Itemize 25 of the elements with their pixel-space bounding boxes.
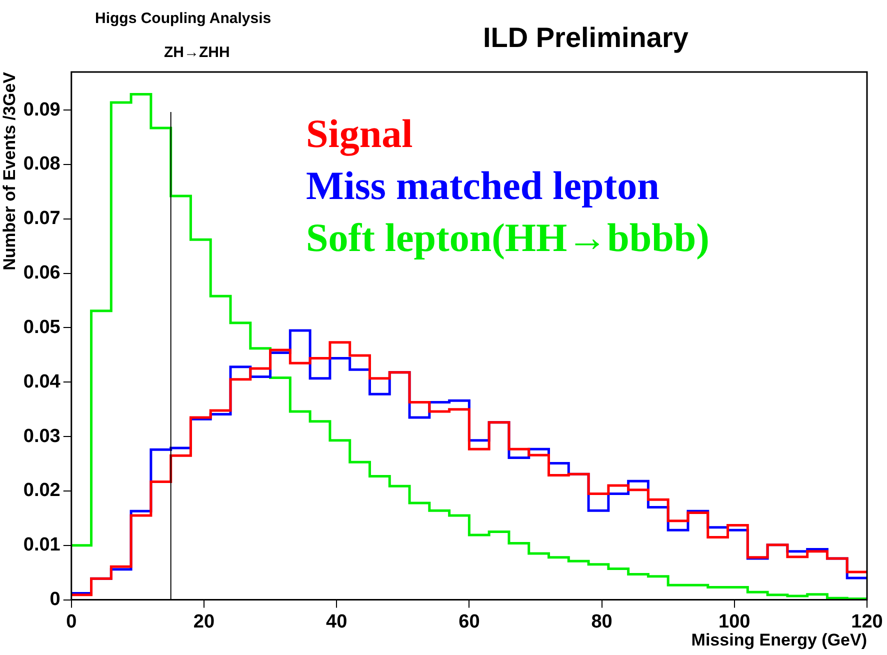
y-tick-label: 0.02 [23, 480, 60, 502]
y-axis-title: Number of Events /3GeV [0, 71, 19, 270]
text: Miss matched lepton [306, 162, 660, 210]
y-tick-label: 0.09 [23, 99, 60, 120]
x-tick-label: 40 [326, 611, 348, 632]
y-tick-label: 0.04 [23, 371, 61, 392]
chart-title: Higgs Coupling Analysis [95, 10, 272, 27]
x-tick-label: 0 [66, 611, 77, 632]
y-tick-label: 0.07 [23, 208, 60, 230]
x-tick-label: 20 [193, 611, 215, 632]
y-tick-label: 0.03 [23, 426, 60, 447]
text: Signal [306, 110, 414, 158]
text: ILD Preliminary [483, 22, 688, 54]
x-tick-label: 60 [458, 611, 480, 632]
text: Soft lepton(HH→bbbb) [306, 214, 710, 262]
y-tick-label: 0.08 [23, 154, 60, 175]
y-tick-label: 0.01 [23, 534, 61, 556]
x-tick-label: 80 [591, 611, 612, 632]
x-axis-title: Missing Energy (GeV) [691, 630, 867, 650]
x-tick-label: 120 [851, 611, 883, 632]
y-tick-label: 0.05 [23, 316, 61, 338]
y-tick-label: 0 [50, 589, 60, 610]
x-tick-label: 100 [718, 611, 750, 632]
chart-subtitle: ZH→ZHH [164, 44, 230, 61]
y-tick-label: 0.06 [23, 262, 60, 284]
